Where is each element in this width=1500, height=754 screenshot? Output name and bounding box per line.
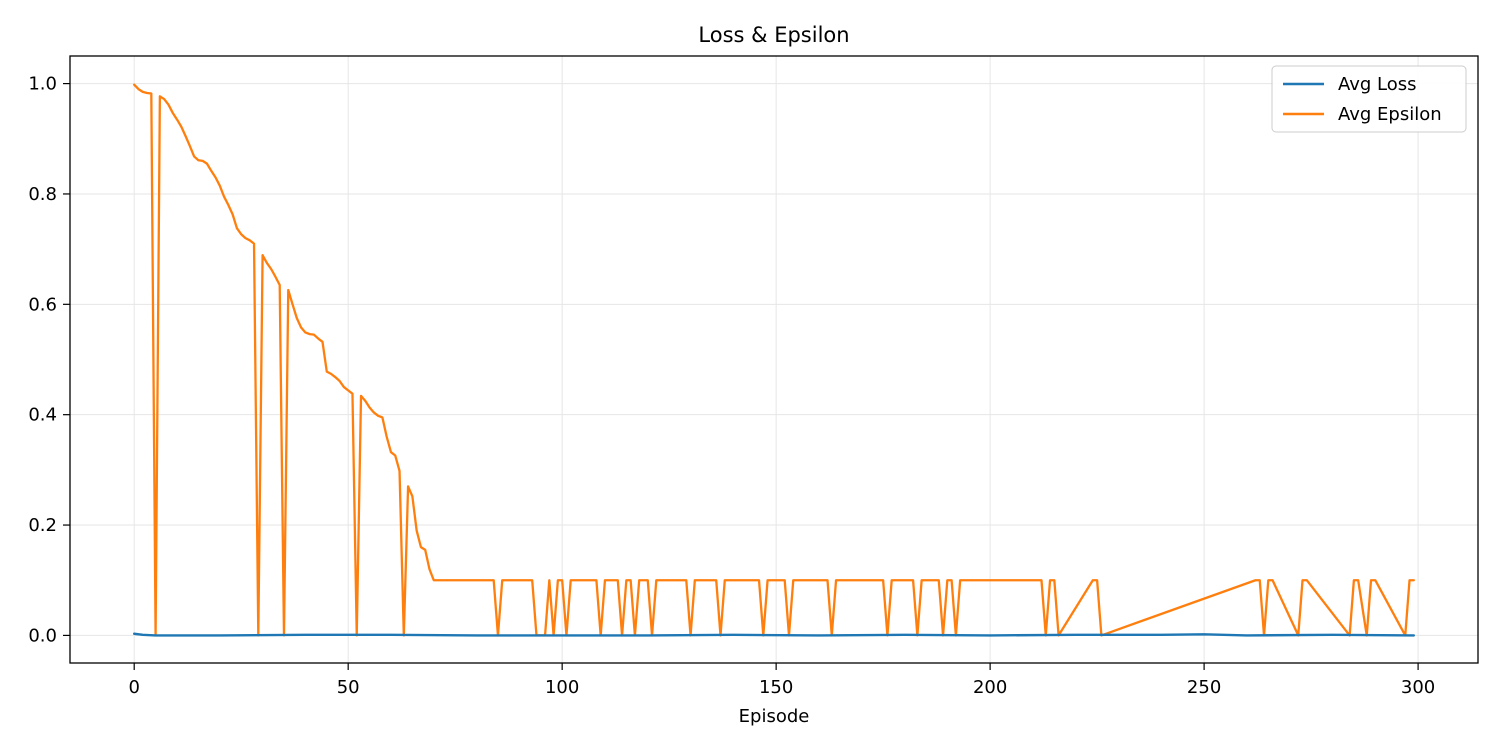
x-axis-label: Episode <box>739 706 810 727</box>
legend: Avg Loss Avg Epsilon <box>1271 65 1467 133</box>
y-tick-label: 0.6 <box>28 294 57 315</box>
series-layer <box>132 83 1416 637</box>
axes-layer: 0 50 100 150 200 250 300 0.0 0.2 0.4 0.6 0.8 1.0 <box>28 74 1435 698</box>
y-tick-label: 0.0 <box>28 625 57 646</box>
avg-loss-series-line <box>132 632 1416 637</box>
x-tick-label: 0 <box>128 677 139 698</box>
plot-frame <box>69 55 1479 664</box>
legend-avg-loss-label: Avg Loss <box>1338 74 1417 95</box>
y-tick-label: 0.8 <box>28 184 57 205</box>
x-tick-label: 100 <box>545 677 579 698</box>
legend-avg-epsilon-label: Avg Epsilon <box>1338 104 1442 125</box>
x-tick-label: 200 <box>973 677 1007 698</box>
y-tick-label: 0.4 <box>28 405 57 426</box>
chart-title: Loss & Epsilon <box>698 23 849 47</box>
y-tick-label: 0.2 <box>28 515 57 536</box>
x-tick-label: 50 <box>337 677 360 698</box>
legend-box <box>1271 65 1467 133</box>
y-tick-label: 1.0 <box>28 74 57 95</box>
avg-epsilon-series-line <box>133 83 1415 637</box>
x-tick-label: 250 <box>1187 677 1221 698</box>
x-tick-label: 150 <box>759 677 793 698</box>
x-tick-label: 300 <box>1401 677 1435 698</box>
